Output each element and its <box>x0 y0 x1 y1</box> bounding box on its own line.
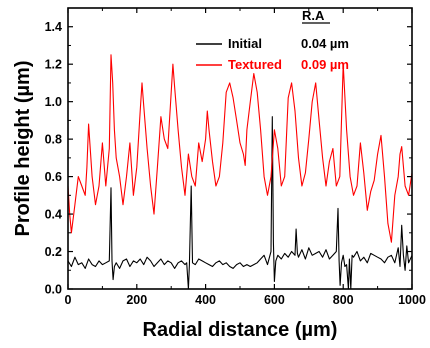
legend-value-initial: 0.04 µm <box>301 36 349 51</box>
x-tick-label: 600 <box>264 293 285 307</box>
y-tick-label: 1.0 <box>45 95 62 109</box>
x-tick-label: 1000 <box>398 293 426 307</box>
x-axis-title: Radial distance (µm) <box>143 319 338 341</box>
y-tick-label: 1.4 <box>45 20 62 34</box>
legend-label-initial: Initial <box>228 36 262 51</box>
series-line-initial <box>67 116 413 290</box>
y-tick-label: 0.8 <box>45 133 62 147</box>
ticks-layer: 0 200 400 600 800 1000 0.0 0.2 0.4 0.6 0.8 1.0 1.2 1.… <box>45 7 426 307</box>
y-tick-label: 0.0 <box>45 283 62 297</box>
y-tick-label: 0.2 <box>45 245 62 259</box>
y-tick-label: 1.2 <box>45 58 62 72</box>
x-tick-label: 0 <box>65 293 72 307</box>
y-tick-label: 0.6 <box>45 170 62 184</box>
y-tick-label: 0.4 <box>45 208 62 222</box>
legend-header: R.A <box>302 8 325 23</box>
legend-label-textured: Textured <box>228 57 282 72</box>
x-tick-label: 200 <box>126 293 147 307</box>
legend: R.A Initial 0.04 µm Textured 0.09 µm <box>196 8 349 72</box>
y-axis-title: Profile height (µm) <box>12 61 34 237</box>
series-layer <box>67 54 413 290</box>
x-tick-label: 400 <box>195 293 216 307</box>
series-line-textured <box>67 54 413 243</box>
x-tick-label: 800 <box>333 293 354 307</box>
legend-value-textured: 0.09 µm <box>301 57 349 72</box>
